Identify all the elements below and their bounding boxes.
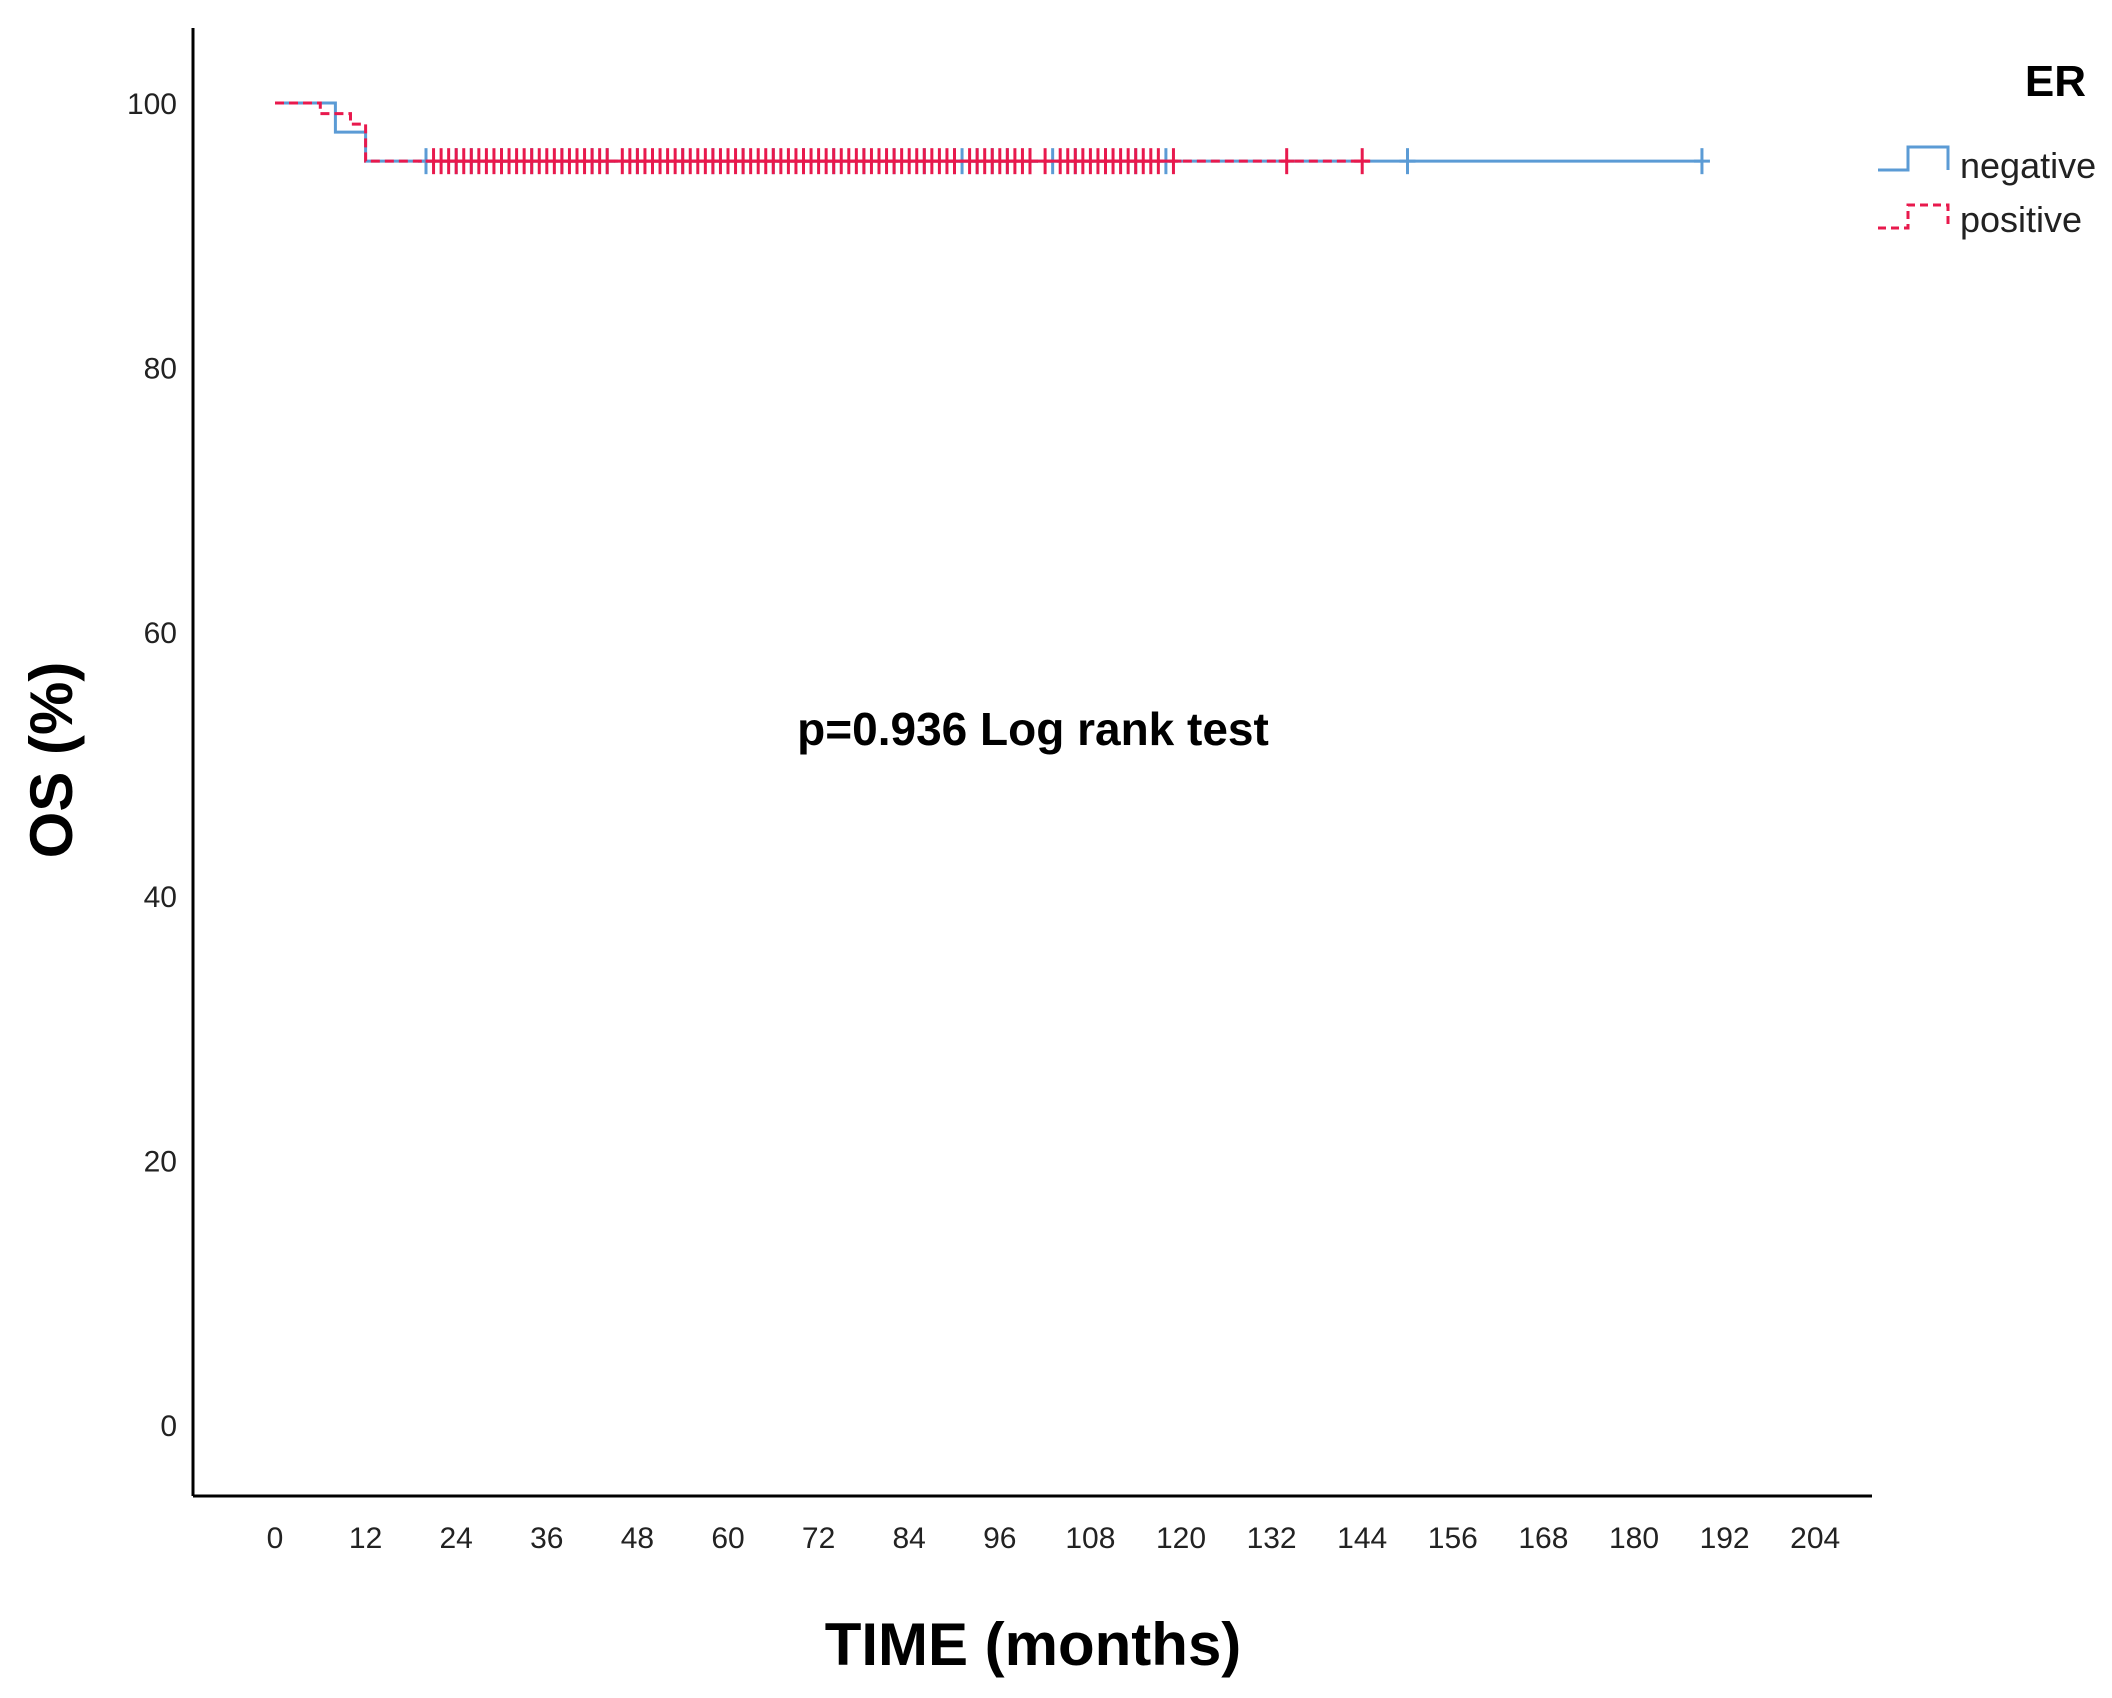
x-tick-label: 144 (1337, 1522, 1387, 1555)
y-axis-title: OS (%) (18, 662, 85, 859)
x-axis-ticks: 0 12 24 36 48 60 72 84 96 108 120 132 144 156 168 180 19… (267, 1522, 1841, 1555)
survival-curve-positive (275, 101, 1370, 163)
x-tick-label: 36 (530, 1522, 563, 1555)
y-tick-label: 100 (127, 88, 177, 121)
survival-curve-negative (275, 101, 1702, 163)
y-tick-label: 60 (144, 617, 177, 650)
x-tick-label: 156 (1428, 1522, 1478, 1555)
series-positive (275, 101, 1371, 175)
x-tick-label: 204 (1790, 1522, 1840, 1555)
x-tick-label: 108 (1065, 1522, 1115, 1555)
x-tick-label: 180 (1609, 1522, 1659, 1555)
legend-item-negative: negative (1878, 145, 2096, 186)
x-tick-label: 132 (1247, 1522, 1297, 1555)
x-tick-label: 120 (1156, 1522, 1206, 1555)
legend-item-positive: positive (1878, 199, 2082, 240)
y-tick-label: 40 (144, 881, 177, 914)
y-tick-label: 0 (160, 1410, 177, 1443)
series-layer (275, 101, 1710, 175)
x-tick-label: 48 (621, 1522, 654, 1555)
x-tick-label: 72 (802, 1522, 835, 1555)
x-tick-label: 168 (1518, 1522, 1568, 1555)
y-axis-ticks: 0 20 40 60 80 100 (127, 88, 177, 1443)
x-tick-label: 12 (349, 1522, 382, 1555)
y-tick-label: 80 (144, 352, 177, 385)
axes (191, 28, 1872, 1498)
legend-swatch-positive (1878, 203, 1950, 230)
legend-title: ER (2025, 57, 2086, 106)
legend-label-negative: negative (1960, 145, 2096, 186)
x-tick-label: 96 (983, 1522, 1016, 1555)
x-axis-title: TIME (months) (825, 1611, 1242, 1678)
x-tick-label: 24 (440, 1522, 473, 1555)
x-tick-label: 84 (893, 1522, 926, 1555)
log-rank-annotation: p=0.936 Log rank test (797, 703, 1269, 755)
legend: ER negative positive (1878, 57, 2096, 240)
legend-label-positive: positive (1960, 199, 2082, 240)
x-tick-label: 0 (267, 1522, 284, 1555)
x-tick-label: 192 (1700, 1522, 1750, 1555)
y-tick-label: 20 (144, 1146, 177, 1179)
legend-swatch-negative (1878, 145, 1950, 172)
x-tick-label: 60 (711, 1522, 744, 1555)
